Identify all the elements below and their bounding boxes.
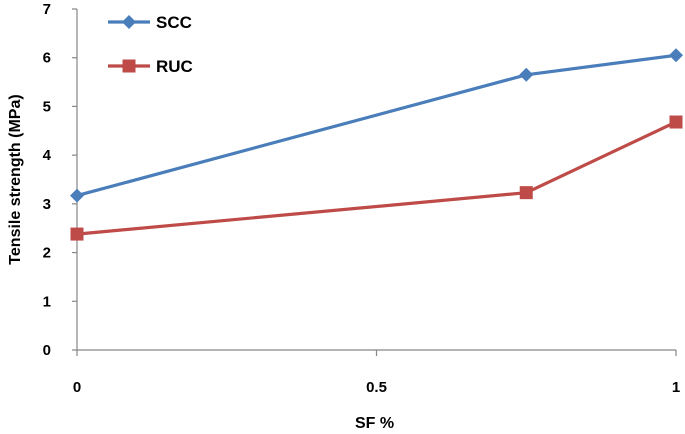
legend-item-scc: SCC (108, 13, 192, 32)
y-tick-label: 5 (43, 98, 51, 115)
data-point-scc (519, 67, 534, 82)
series-line-ruc (76, 120, 677, 236)
y-tick-label: 7 (43, 1, 51, 18)
x-tick-label: 0 (73, 379, 81, 396)
series-line-scc (76, 53, 677, 198)
data-point-ruc (519, 186, 533, 200)
data-point-scc (70, 188, 84, 203)
x-tick-label: 0.5 (366, 379, 387, 396)
ticks: 0 1 2 3 4 5 6 7 0 0.5 1 (43, 1, 681, 396)
x-tick-label: 1 (672, 379, 680, 396)
y-axis-title: Tensile strength (MPa) (7, 94, 24, 264)
legend-marker (122, 59, 136, 73)
y-tick-label: 6 (43, 50, 51, 67)
y-tick-label: 4 (43, 147, 52, 164)
x-axis-title: SF % (355, 415, 394, 432)
data-point-ruc (669, 115, 683, 129)
legend-marker (122, 15, 136, 29)
y-tick-label: 2 (43, 245, 51, 262)
y-tick-label: 1 (43, 293, 51, 310)
data-point-scc (669, 48, 683, 63)
data-point-ruc (70, 227, 84, 241)
series-ruc (70, 115, 683, 241)
series-scc (70, 48, 683, 203)
legend-item-ruc: RUC (108, 57, 193, 76)
legend-label-ruc: RUC (156, 57, 193, 76)
legend: SCC RUC (108, 13, 193, 76)
series-layer (70, 48, 683, 241)
y-tick-label: 3 (43, 196, 51, 213)
legend-label-scc: SCC (156, 13, 192, 32)
y-tick-label: 0 (43, 342, 51, 359)
